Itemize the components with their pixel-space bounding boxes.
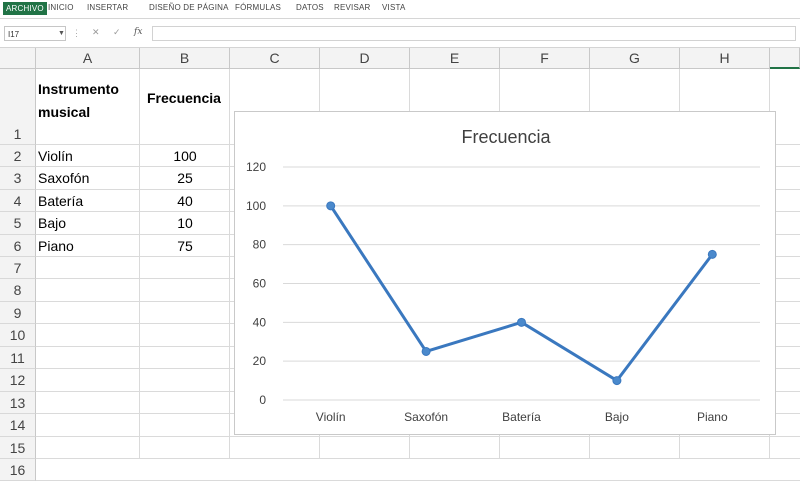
y-tick-label: 100 [246,199,266,213]
row-header-8[interactable]: 8 [0,279,36,302]
row-header-5[interactable]: 5 [0,212,36,235]
cell-a4[interactable]: Batería [38,193,84,209]
chevron-down-icon[interactable]: ▼ [58,30,65,37]
row-header-15[interactable]: 15 [0,437,36,459]
cell-a6[interactable]: Piano [38,238,74,254]
tab-formulas[interactable]: FÓRMULAS [235,3,282,12]
y-tick-label: 0 [259,393,266,407]
y-tick-label: 40 [253,315,267,329]
tab-inicio[interactable]: INICIO [48,3,74,12]
chart-canvas: Frecuencia 0 20 40 60 80 100 120 Violín Saxofón Ba… [246,127,760,424]
cell-b6[interactable]: 75 [177,238,193,254]
data-point [326,201,336,211]
tab-insertar[interactable]: INSERTAR [87,3,129,12]
cell-a3[interactable]: Saxofón [38,170,90,186]
data-point [707,249,717,259]
grid-line [36,436,800,437]
row-header-7[interactable]: 7 [0,257,36,279]
data-point [421,346,431,356]
row-header-16[interactable]: 16 [0,459,36,481]
data-point [612,376,622,386]
formula-bar: I17 ▼ ⋮ ✕ ✓ fx [0,23,800,48]
column-header-f[interactable]: F [500,48,590,69]
row-header-1[interactable]: 1 [0,69,36,145]
row-header-3[interactable]: 3 [0,167,36,190]
cell-b3[interactable]: 25 [177,170,193,186]
ribbon-tab-bar: ARCHIVO INICIO INSERTAR DISEÑO DE PÁGINA… [0,0,800,19]
x-tick-label: Saxofón [404,410,448,424]
tab-diseno-de-pagina[interactable]: DISEÑO DE PÁGINA [149,3,229,12]
cell-b1[interactable]: Frecuencia [147,90,221,106]
column-header-g[interactable]: G [590,48,680,69]
tab-revisar[interactable]: REVISAR [334,3,371,12]
tab-vista[interactable]: VISTA [382,3,406,12]
cell-b4[interactable]: 40 [177,193,193,209]
cell-a1-line1[interactable]: Instrumento [38,81,119,97]
data-point [517,317,526,327]
column-header-e[interactable]: E [410,48,500,69]
row-header-13[interactable]: 13 [0,392,36,414]
x-tick-label: Bajo [605,410,629,424]
enter-check-icon[interactable]: ✓ [113,27,121,37]
y-tick-label: 20 [253,354,267,368]
grid-line [229,69,230,458]
column-header-a[interactable]: A [36,48,140,69]
column-header-i[interactable] [770,48,800,69]
x-tick-label: Violín [316,410,346,424]
insert-function-icon[interactable]: fx [134,27,143,37]
y-tick-label: 120 [246,160,266,174]
tab-archivo[interactable]: ARCHIVO [3,2,47,15]
chart-title: Frecuencia [461,127,551,147]
row-header-11[interactable]: 11 [0,347,36,369]
grid-line [36,458,800,459]
column-header-b[interactable]: B [140,48,230,69]
row-header-6[interactable]: 6 [0,235,36,257]
row-header-9[interactable]: 9 [0,302,36,324]
grid-line [139,69,140,458]
y-tick-label: 80 [253,238,267,252]
name-box[interactable]: I17 [4,26,66,41]
drag-handle-icon[interactable]: ⋮ [72,28,81,38]
x-tick-label: Piano [697,410,728,424]
y-tick-label: 60 [253,277,267,291]
tab-datos[interactable]: DATOS [296,3,324,12]
x-tick-label: Batería [502,410,541,424]
formula-input[interactable] [152,26,796,41]
column-header-h[interactable]: H [680,48,770,69]
select-all-corner[interactable] [0,48,36,69]
series-line [329,205,714,383]
column-header-d[interactable]: D [320,48,410,69]
row-header-10[interactable]: 10 [0,324,36,347]
row-header-4[interactable]: 4 [0,190,36,212]
cell-b5[interactable]: 10 [177,215,193,231]
column-header-c[interactable]: C [230,48,320,69]
cell-a1-line2[interactable]: musical [38,104,91,120]
cell-b2[interactable]: 100 [173,148,197,164]
cancel-icon[interactable]: ✕ [92,27,100,37]
cell-a2[interactable]: Violín [38,148,73,164]
cell-a5[interactable]: Bajo [38,215,67,231]
line-chart[interactable]: Frecuencia 0 20 40 60 80 100 120 Violín Saxofón Ba… [234,111,776,435]
row-header-12[interactable]: 12 [0,369,36,392]
row-header-14[interactable]: 14 [0,414,36,437]
row-header-2[interactable]: 2 [0,145,36,167]
